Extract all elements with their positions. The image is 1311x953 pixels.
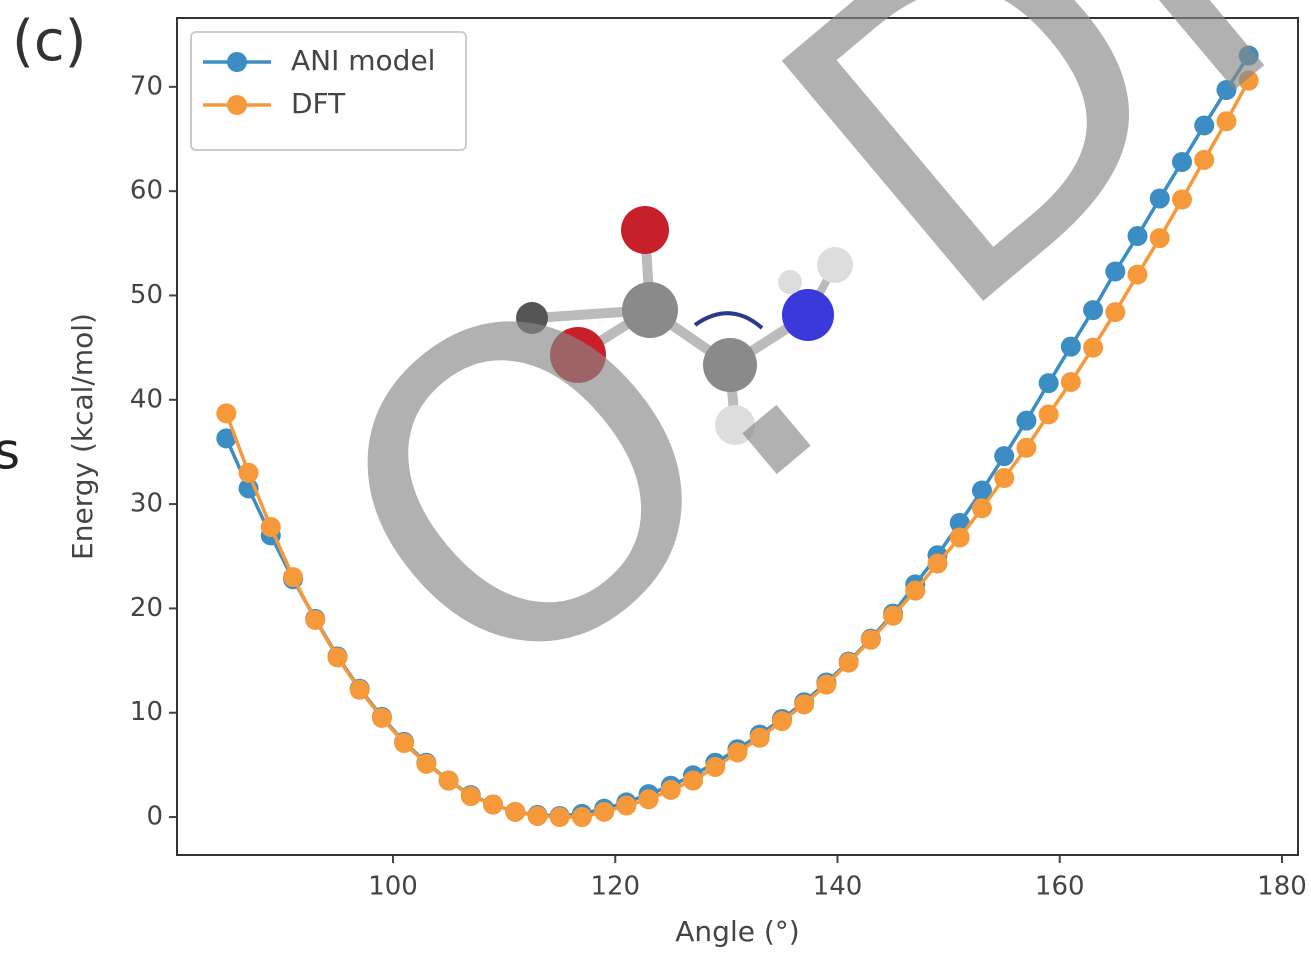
data-point: [439, 771, 459, 791]
data-point: [527, 806, 547, 826]
data-point: [239, 463, 259, 483]
data-point: [372, 708, 392, 728]
y-tick-label: 70: [130, 71, 163, 101]
data-point: [1039, 404, 1059, 424]
y-tick-label: 20: [130, 593, 163, 623]
data-point: [705, 757, 725, 777]
data-point: [728, 742, 748, 762]
data-point: [750, 728, 770, 748]
data-point: [572, 807, 592, 827]
legend-label: ANI model: [291, 44, 435, 77]
y-tick-label: 0: [146, 802, 163, 832]
x-axis-label: Angle (°): [675, 915, 799, 948]
data-point: [216, 403, 236, 423]
y-tick-label: 30: [130, 489, 163, 519]
y-tick-label: 60: [130, 176, 163, 206]
y-axis-label: Energy (kcal/mol): [66, 313, 99, 560]
x-tick-label: 140: [813, 872, 863, 902]
data-point: [1016, 411, 1036, 431]
data-point: [305, 610, 325, 630]
data-point: [550, 807, 570, 827]
data-point: [972, 498, 992, 518]
data-point: [283, 567, 303, 587]
x-tick-label: 160: [1035, 872, 1085, 902]
x-tick-label: 180: [1257, 872, 1307, 902]
y-tick-label: 50: [130, 280, 163, 310]
side-text: s: [0, 423, 20, 481]
data-point: [483, 795, 503, 815]
data-point: [261, 517, 281, 537]
data-point: [839, 653, 859, 673]
data-point: [950, 527, 970, 547]
data-point: [1061, 372, 1081, 392]
x-tick-label: 120: [590, 872, 640, 902]
data-point: [416, 754, 436, 774]
data-point: [394, 733, 414, 753]
data-point: [594, 802, 614, 822]
y-tick-label: 10: [130, 697, 163, 727]
data-point: [505, 802, 525, 822]
legend-marker: [227, 95, 247, 115]
data-point: [994, 446, 1014, 466]
data-point: [772, 711, 792, 731]
data-point: [661, 780, 681, 800]
y-tick-label: 40: [130, 384, 163, 414]
data-point: [616, 796, 636, 816]
data-point: [861, 630, 881, 650]
legend-label: DFT: [291, 87, 346, 120]
data-point: [683, 771, 703, 791]
data-point: [816, 675, 836, 695]
data-point: [1016, 438, 1036, 458]
data-point: [350, 680, 370, 700]
data-point: [928, 554, 948, 574]
data-point: [461, 786, 481, 806]
data-point: [905, 581, 925, 601]
data-point: [639, 789, 659, 809]
data-point: [994, 468, 1014, 488]
data-point: [327, 647, 347, 667]
legend-marker: [227, 52, 247, 72]
data-point: [883, 606, 903, 626]
chart: (c) s 100 120 140 160 180 0 10 20 30 40 50 60 70 Angl…: [0, 0, 1311, 953]
data-point: [794, 694, 814, 714]
panel-label: (c): [12, 9, 86, 74]
x-tick-label: 100: [368, 872, 418, 902]
